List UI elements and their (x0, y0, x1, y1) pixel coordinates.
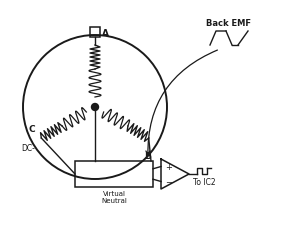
Bar (75, 161, 153, 187)
FancyArrowPatch shape (146, 51, 218, 155)
Text: +: + (165, 162, 172, 171)
Text: A: A (102, 28, 109, 37)
Text: −: − (165, 177, 172, 186)
Circle shape (92, 104, 98, 111)
Text: To IC2: To IC2 (193, 177, 215, 186)
Text: DC-: DC- (21, 143, 35, 152)
Text: B: B (145, 151, 152, 160)
Text: C: C (29, 124, 35, 133)
Text: Virtual
Neutral: Virtual Neutral (101, 190, 127, 203)
Bar (90, 28, 100, 38)
Text: Back EMF: Back EMF (206, 19, 250, 28)
